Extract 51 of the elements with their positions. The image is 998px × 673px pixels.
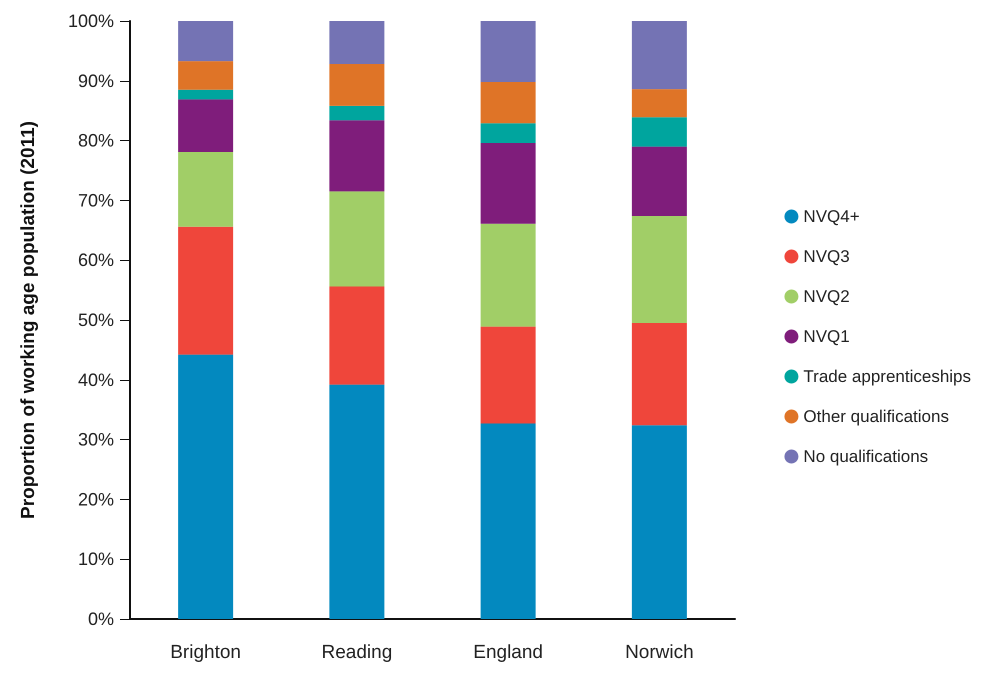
y-tick-label: 60%	[78, 250, 114, 270]
bar	[480, 326, 536, 424]
legend-label: NVQ1	[803, 327, 850, 346]
bar	[632, 216, 687, 323]
bar	[480, 21, 536, 82]
y-tick-label: 100%	[68, 11, 114, 31]
bar	[178, 61, 234, 90]
y-tick-label: 50%	[78, 310, 114, 330]
bar	[329, 384, 384, 619]
legend-label: NVQ4+	[803, 207, 860, 226]
bar	[178, 90, 234, 100]
bar	[480, 142, 536, 224]
bar	[329, 191, 384, 287]
bar	[178, 21, 234, 62]
legend-label: Trade apprenticeships	[803, 367, 971, 386]
bar	[632, 322, 687, 426]
bar	[329, 286, 384, 385]
bar	[178, 99, 234, 152]
x-tick-label: Norwich	[625, 642, 694, 663]
bar	[329, 21, 384, 64]
bar	[329, 64, 384, 106]
y-tick-label: 80%	[78, 130, 114, 151]
bar	[632, 21, 687, 90]
y-axis-title: Proportion of working age population (2011)	[18, 121, 39, 519]
legend-label: NVQ3	[803, 247, 850, 266]
y-tick-label: 40%	[78, 370, 114, 390]
y-tick-label: 0%	[88, 609, 114, 629]
bar	[632, 117, 687, 147]
y-tick-label: 20%	[78, 489, 114, 510]
bar	[480, 423, 536, 619]
x-tick-label: Reading	[321, 642, 392, 663]
legend-label: NVQ2	[803, 287, 850, 306]
bar	[632, 146, 687, 216]
y-tick-label: 70%	[78, 190, 114, 210]
bar	[632, 425, 687, 619]
bar	[632, 89, 687, 118]
x-tick-label: Brighton	[170, 642, 242, 663]
bar	[178, 152, 234, 227]
y-tick-label: 90%	[78, 70, 114, 91]
bar	[178, 226, 234, 355]
legend-label: Other qualifications	[803, 407, 949, 426]
bar	[329, 120, 384, 192]
y-tick-label: 10%	[78, 549, 114, 570]
y-tick-label: 30%	[78, 430, 114, 450]
bar	[329, 106, 384, 120]
bar	[480, 82, 536, 124]
legend-label: No qualifications	[803, 447, 928, 466]
bar	[480, 123, 536, 143]
x-tick-label: England	[473, 642, 543, 663]
bar	[480, 224, 536, 327]
bar	[178, 354, 234, 619]
